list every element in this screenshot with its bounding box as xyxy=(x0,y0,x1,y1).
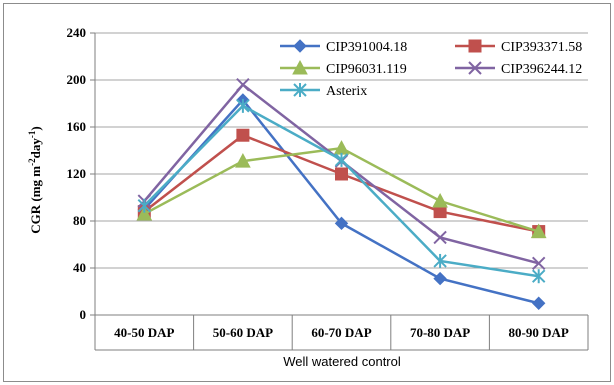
y-tick-label: 120 xyxy=(67,166,87,181)
y-tick-label: 0 xyxy=(80,307,87,322)
data-point xyxy=(334,216,349,231)
x-tick-label: 70-80 DAP xyxy=(410,325,470,340)
x-tick-label: 50-60 DAP xyxy=(213,325,273,340)
data-point xyxy=(531,296,546,310)
chart-frame xyxy=(3,3,611,382)
data-point xyxy=(136,205,153,221)
legend-marker xyxy=(293,39,307,53)
data-point xyxy=(236,98,250,113)
data-point xyxy=(531,269,546,284)
data-point xyxy=(433,253,447,268)
data-point xyxy=(432,192,448,208)
y-tick-label: 160 xyxy=(67,119,87,134)
data-point xyxy=(433,230,447,245)
y-tick-label: 80 xyxy=(73,213,86,228)
data-point xyxy=(335,167,348,181)
legend-label: CIP396244.12 xyxy=(501,62,582,77)
data-point xyxy=(433,271,447,286)
y-tick-label: 240 xyxy=(67,25,87,40)
legend-label: CIP96031.119 xyxy=(326,62,407,77)
legend-item: CIP96031.119 xyxy=(280,59,407,77)
legend-marker xyxy=(292,59,308,75)
x-tick-label: 40-50 DAP xyxy=(114,325,174,340)
data-point xyxy=(530,223,547,239)
y-tick-labels: 0 40 80 120 160 200 240 xyxy=(67,25,87,322)
series-group xyxy=(136,77,547,310)
series-5 xyxy=(137,98,546,284)
legend-label: CIP391004.18 xyxy=(326,40,407,55)
data-point xyxy=(137,198,152,213)
data-point xyxy=(531,256,546,271)
x-tick-label: 60-70 DAP xyxy=(311,325,371,340)
series-1 xyxy=(137,93,546,310)
x-category-labels: 40-50 DAP 50-60 DAP 60-70 DAP 70-80 DAP 80-9… xyxy=(114,325,569,340)
y-tick-label: 40 xyxy=(73,260,86,275)
data-point xyxy=(334,152,349,167)
data-point xyxy=(235,153,251,168)
x-tick-label: 80-90 DAP xyxy=(509,325,569,340)
legend-item: Asterix xyxy=(280,83,367,99)
legend-label: CIP393371.58 xyxy=(501,40,582,55)
data-point xyxy=(236,128,250,142)
legend: CIP391004.18 CIP393371.58 CIP96031.119 CIP3… xyxy=(280,39,582,99)
series-3 xyxy=(136,140,547,239)
x-axis-label: Well watered control xyxy=(283,354,401,369)
data-point xyxy=(236,77,250,92)
legend-marker xyxy=(468,39,482,53)
y-axis-label: CGR (mg m-2day-1) xyxy=(27,126,43,233)
axes xyxy=(90,32,589,351)
legend-marker xyxy=(293,83,307,97)
y-tick-label: 200 xyxy=(67,72,87,87)
legend-marker xyxy=(468,61,482,75)
legend-label: Asterix xyxy=(326,84,367,99)
legend-item: CIP391004.18 xyxy=(280,39,407,55)
legend-item: CIP393371.58 xyxy=(455,39,582,55)
legend-item: CIP396244.12 xyxy=(455,61,582,77)
